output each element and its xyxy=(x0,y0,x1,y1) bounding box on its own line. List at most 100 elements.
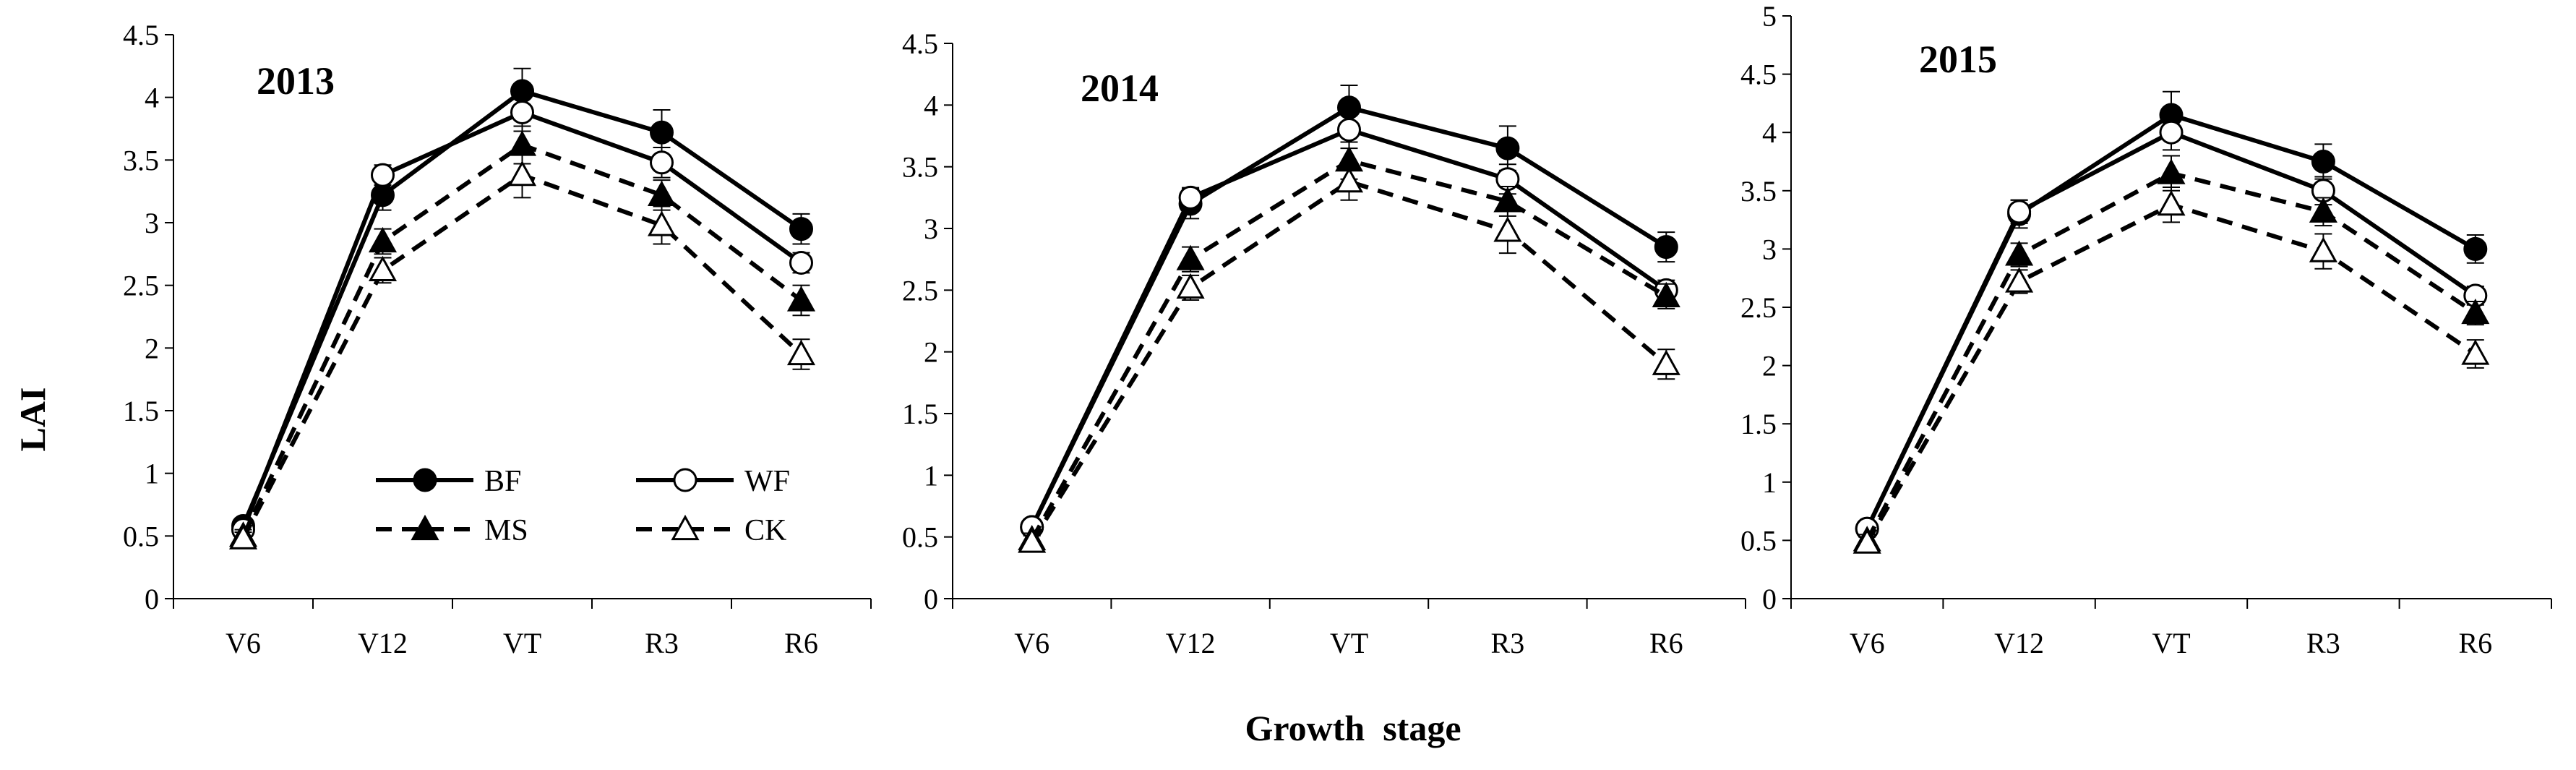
x-tick-label: V6 xyxy=(1850,627,1885,659)
MS-marker-1 xyxy=(371,229,395,252)
x-tick-label: VT xyxy=(1330,627,1368,659)
y-tick-label: 4 xyxy=(1762,116,1777,149)
WF-marker-2 xyxy=(1339,119,1360,140)
MS-marker-4 xyxy=(789,288,814,310)
legend-item-MS: MS xyxy=(376,514,528,547)
y-tick-label: 2 xyxy=(1762,350,1777,382)
CK-marker-2 xyxy=(2159,192,2184,215)
MS-line xyxy=(1032,161,1667,539)
MS-marker-4 xyxy=(2463,301,2488,323)
y-tick-label: 4.5 xyxy=(1740,59,1777,91)
x-tick-label: R3 xyxy=(645,627,679,659)
CK-marker-4 xyxy=(1654,352,1678,375)
y-tick-label: 0.5 xyxy=(123,520,159,552)
y-tick-label: 0.5 xyxy=(902,521,938,554)
y-tick-label: 4 xyxy=(145,82,159,114)
panel-title: 2013 xyxy=(257,59,335,103)
legend-item-CK: CK xyxy=(636,514,786,547)
MS-marker-2 xyxy=(2159,161,2184,184)
BF-marker-4 xyxy=(2465,238,2486,260)
series-CK xyxy=(1855,187,2488,552)
y-tick-label: 0 xyxy=(924,583,938,615)
y-tick-label: 4.5 xyxy=(123,19,159,51)
y-tick-label: 0.5 xyxy=(1740,524,1777,557)
CK-line xyxy=(1867,205,2476,542)
MS-marker-2 xyxy=(510,133,535,155)
CK-marker-2 xyxy=(510,163,535,185)
BF-marker-4 xyxy=(1655,236,1677,258)
y-tick-label: 0 xyxy=(1762,583,1777,615)
legend-BF-marker-0 xyxy=(414,469,436,491)
y-tick-label: 3.5 xyxy=(902,151,938,184)
y-tick-label: 1 xyxy=(145,458,159,490)
x-tick-label: VT xyxy=(503,627,541,659)
CK-line xyxy=(1032,181,1667,542)
MS-line xyxy=(1867,174,2476,541)
panel-2014: 0 0.5 1 1.5 2 2.5 3 3.5 4 4.5 V6 V12 VT R3 R6 2014 xyxy=(902,27,1746,659)
y-tick-label: 3 xyxy=(1762,233,1777,265)
BF-marker-3 xyxy=(1497,137,1519,159)
y-tick-label: 3 xyxy=(145,207,159,239)
chart-panels: 00.511.522.533.544.5V6 V12 VT R3 R6201300.51… xyxy=(123,0,2551,659)
WF-marker-2 xyxy=(2160,121,2182,143)
panel-2015: 0 0.5 1 1.5 2 2.5 3 3.5 4 4.5 5 V6 V12 VT R3 R6 2015 xyxy=(1740,0,2551,659)
x-tick-label: R6 xyxy=(784,627,818,659)
WF-marker-3 xyxy=(651,152,673,174)
y-tick-label: 1 xyxy=(924,459,938,492)
panel-title: 2014 xyxy=(1081,67,1159,110)
y-tick-label: 3.5 xyxy=(123,144,159,176)
BF-marker-3 xyxy=(2312,151,2334,173)
CK-marker-1 xyxy=(2007,270,2032,292)
figure: LAI Growth stage 0 0.5 1 1.5 2 2.5 3 3.5 4 4.5 V6 V… xyxy=(0,0,2576,770)
y-axis-title: LAI xyxy=(12,388,53,452)
x-tick-label: V12 xyxy=(1994,627,2044,659)
legend-label: BF xyxy=(484,465,521,498)
y-tick-label: 3 xyxy=(924,213,938,245)
y-tick-label: 5 xyxy=(1762,0,1777,33)
WF-marker-1 xyxy=(1180,187,1201,208)
legend-item-BF: BF xyxy=(376,465,521,498)
y-tick-label: 1.5 xyxy=(902,398,938,430)
y-tick-label: 4.5 xyxy=(902,27,938,60)
CK-marker-3 xyxy=(2311,239,2335,262)
legend-item-WF: WF xyxy=(636,465,790,498)
y-tick-label: 2 xyxy=(145,332,159,364)
y-tick-label: 3.5 xyxy=(1740,175,1777,208)
x-tick-label: R3 xyxy=(1491,627,1525,659)
panel-2013: 0 0.5 1 1.5 2 2.5 3 3.5 4 4.5 V6 V12 VT R3 R6 2013 xyxy=(123,19,871,659)
y-tick-label: 1 xyxy=(1762,466,1777,499)
WF-marker-2 xyxy=(512,101,533,123)
y-tick-label: 2.5 xyxy=(123,270,159,302)
legend-label: MS xyxy=(484,514,528,547)
y-tick-label: 2 xyxy=(924,336,938,369)
CK-marker-1 xyxy=(371,258,395,281)
y-tick-label: 0 xyxy=(145,583,159,615)
MS-marker-1 xyxy=(1178,247,1203,270)
WF-marker-4 xyxy=(791,252,812,273)
BF-marker-3 xyxy=(651,121,673,143)
MS-marker-1 xyxy=(2007,242,2032,265)
WF-marker-1 xyxy=(2009,201,2030,223)
legend-WF-marker-0 xyxy=(674,469,696,491)
y-tick-label: 1.5 xyxy=(1740,408,1777,440)
x-tick-label: VT xyxy=(2152,627,2190,659)
x-tick-label: V12 xyxy=(358,627,408,659)
legend: BF WF MS CK xyxy=(376,465,790,547)
legend-label: CK xyxy=(744,514,786,547)
y-tick-label: 2.5 xyxy=(902,274,938,307)
series-CK xyxy=(1020,163,1679,552)
y-tick-label: 1.5 xyxy=(123,395,159,427)
BF-marker-4 xyxy=(791,218,812,240)
x-tick-label: V12 xyxy=(1166,627,1216,659)
legend-label: WF xyxy=(744,465,790,498)
x-axis-title: Growth stage xyxy=(1245,708,1461,748)
x-tick-label: R6 xyxy=(1649,627,1683,659)
CK-marker-3 xyxy=(1495,218,1520,241)
CK-marker-4 xyxy=(789,342,814,364)
CK-marker-4 xyxy=(2463,341,2488,364)
CK-marker-2 xyxy=(1337,169,1362,192)
y-tick-label: 2.5 xyxy=(1740,291,1777,324)
y-tick-label: 4 xyxy=(924,89,938,121)
x-tick-label: R6 xyxy=(2458,627,2492,659)
panel-title: 2015 xyxy=(1919,38,1997,81)
